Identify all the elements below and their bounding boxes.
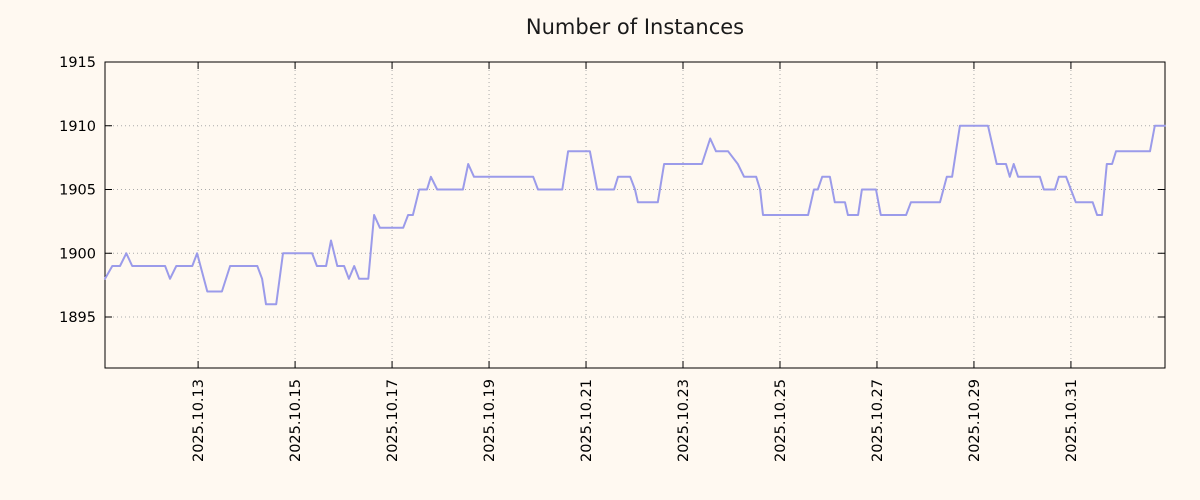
x-tick-label: 2025.10.27 — [870, 379, 886, 462]
x-tick-label: 2025.10.31 — [1064, 379, 1080, 462]
x-tick-label: 2025.10.23 — [676, 379, 692, 462]
y-tick-label: 1900 — [59, 246, 96, 262]
plot-border — [104, 61, 1166, 369]
x-tick-label: 2025.10.17 — [385, 379, 401, 462]
y-tick-label: 1910 — [59, 119, 96, 135]
x-tick-label: 2025.10.15 — [288, 379, 304, 462]
x-tick-label: 2025.10.29 — [967, 379, 983, 462]
y-tick-label: 1905 — [59, 183, 96, 199]
x-tick-label: 2025.10.13 — [191, 379, 207, 462]
y-tick-label: 1895 — [59, 310, 96, 326]
x-tick-label: 2025.10.21 — [579, 379, 595, 462]
y-tick-label: 1915 — [59, 55, 96, 71]
x-tick-label: 2025.10.25 — [773, 379, 789, 462]
data-line-instances — [104, 124, 1166, 306]
x-tick-label: 2025.10.19 — [482, 379, 498, 462]
chart-title: Number of Instances — [525, 15, 745, 39]
